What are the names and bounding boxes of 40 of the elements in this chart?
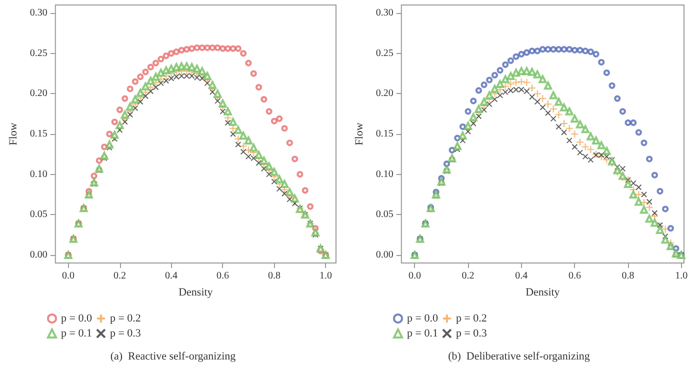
y-tick-label: 0.30	[30, 8, 48, 19]
y-tick-label: 0.00	[30, 249, 48, 260]
x-tick-label: 0.6	[568, 270, 581, 282]
y-tick-label: 0.25	[30, 48, 48, 59]
y-tick-label: 0.05	[30, 209, 48, 220]
x-tick-label: 1.0	[319, 270, 332, 282]
y-tick-label: 0.00	[376, 249, 394, 260]
legend-label: p = 0.0	[407, 312, 438, 324]
x-tick-label: 0.8	[622, 270, 634, 282]
x-tick-label: 0.6	[216, 270, 229, 282]
legend-label: p = 0.1	[407, 328, 438, 340]
x-tick-label: 0.0	[62, 270, 75, 282]
x-axis-title: Density	[526, 286, 560, 298]
text: (b) Deliberative self-organizing	[448, 350, 590, 362]
x-tick-label: 0.4	[515, 270, 528, 282]
legend-label: p = 0.1	[61, 328, 92, 340]
x-tick-label: 0.2	[114, 270, 126, 282]
y-axis-title: Flow	[8, 122, 20, 146]
x-axis-title: Density	[178, 286, 214, 298]
y-tick-label: 0.30	[376, 8, 394, 19]
y-axis-title: Flow	[354, 122, 366, 146]
legend-label: p = 0.2	[456, 312, 487, 324]
y-tick-label: 0.15	[30, 128, 48, 140]
legend-label: p = 0.2	[110, 312, 141, 324]
y-tick-label: 0.05	[376, 209, 394, 220]
y-tick-label: 0.15	[376, 128, 394, 140]
text: (a) Reactive self-organizing	[110, 350, 236, 362]
legend-label: p = 0.3	[456, 328, 488, 340]
x-tick-label: 1.0	[675, 270, 688, 282]
legend-label: p = 0.3	[110, 328, 142, 340]
x-tick-label: 0.0	[408, 270, 421, 282]
y-tick-label: 0.20	[376, 88, 394, 100]
x-tick-label: 0.2	[462, 270, 474, 282]
x-tick-label: 0.4	[164, 270, 178, 282]
y-tick-label: 0.10	[30, 168, 48, 180]
y-tick-label: 0.25	[376, 48, 394, 59]
y-tick-label: 0.20	[30, 88, 48, 100]
x-tick-label: 0.8	[268, 270, 280, 282]
y-tick-label: 0.10	[376, 168, 394, 180]
legend-label: p = 0.0	[61, 312, 92, 324]
